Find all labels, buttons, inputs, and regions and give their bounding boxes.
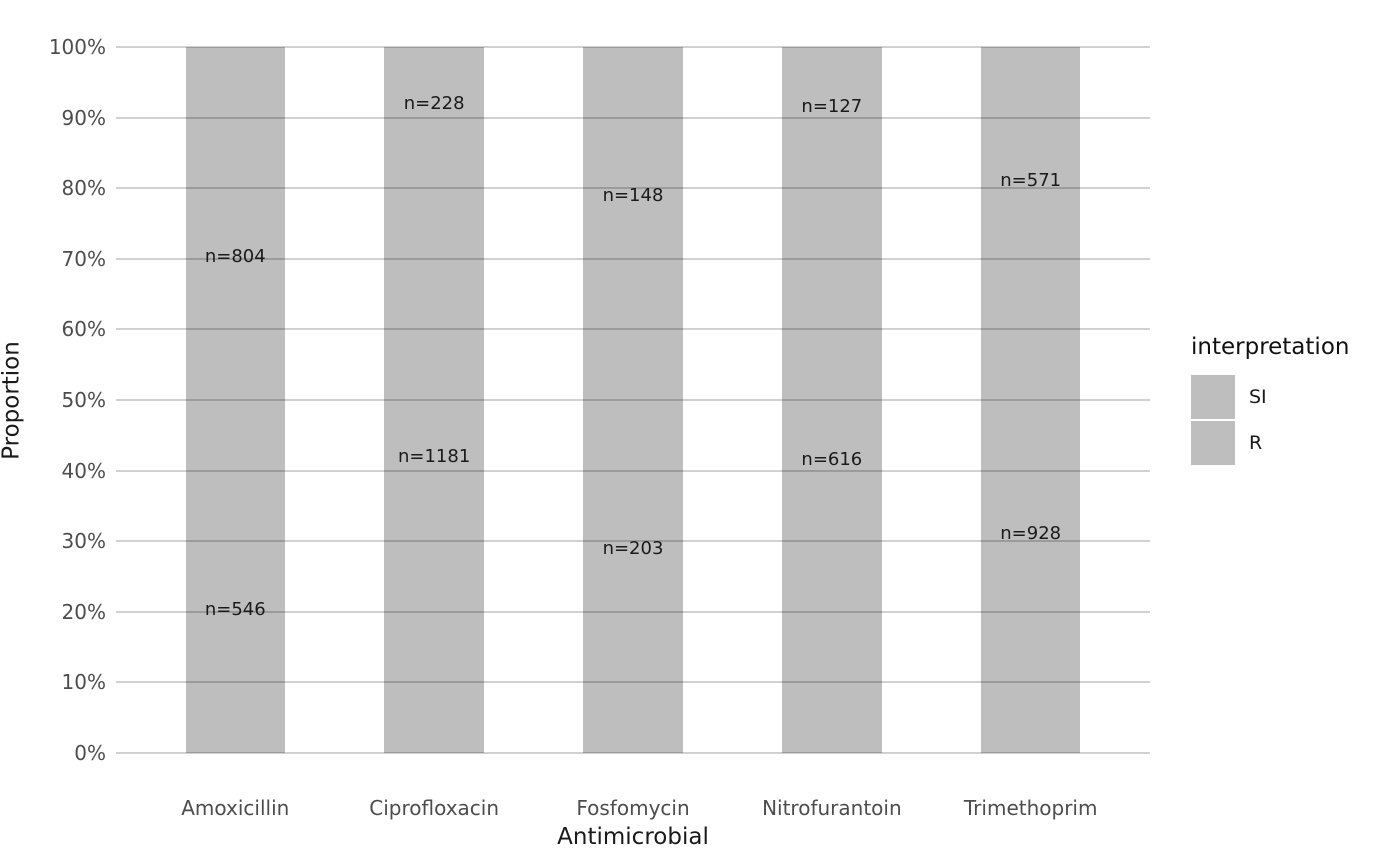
bar-count-label: n=804: [204, 246, 266, 268]
bar-segment-trimethoprim-r: [980, 315, 1081, 753]
gridline-20%: [116, 610, 1150, 613]
legend-key-si-swatch: [1191, 375, 1235, 419]
y-tick-label: 30%: [61, 529, 106, 554]
gridline-70%: [116, 257, 1150, 260]
gridline-80%: [116, 187, 1150, 190]
gridline-100%: [116, 46, 1150, 48]
y-tick-label: 20%: [61, 599, 106, 624]
gridline-30%: [116, 540, 1150, 543]
gridline-60%: [116, 328, 1150, 331]
bar-count-label: n=616: [801, 449, 863, 471]
bar-count-label: n=571: [1000, 170, 1062, 192]
bar-segment-fosfomycin-si: [583, 47, 683, 345]
bar-segment-amoxicillin-r: [185, 467, 286, 753]
gridline-50%: [116, 399, 1150, 401]
legend-label-si: SI: [1249, 386, 1267, 408]
legend-key-r-swatch: [1191, 421, 1235, 465]
legend-entry-si: SI: [1191, 374, 1391, 420]
x-axis-title: Antimicrobial: [557, 824, 709, 850]
gridline-10%: [116, 681, 1150, 684]
legend-title: interpretation: [1191, 334, 1350, 360]
y-tick-label: 100%: [48, 35, 106, 59]
legend-label-r: R: [1249, 432, 1263, 454]
bar-segment-ciprofloxacin-si: [384, 47, 484, 162]
legend-entry-r: R: [1191, 420, 1391, 466]
bar-count-label: n=127: [801, 96, 863, 118]
bar-count-label: n=928: [1000, 523, 1062, 545]
bar-count-label: n=203: [602, 537, 664, 559]
y-tick-label: 40%: [61, 458, 106, 483]
y-tick-label: 60%: [61, 317, 106, 342]
bar-count-label: n=228: [403, 93, 465, 115]
bar-segment-fosfomycin-r: [583, 344, 683, 753]
x-tick-label-trimethoprim: Trimethoprim: [963, 796, 1098, 820]
bar-count-label: n=546: [204, 599, 266, 621]
y-tick-label: 80%: [61, 176, 106, 201]
gridline-40%: [116, 469, 1150, 472]
legend: interpretation SI R: [1191, 334, 1391, 466]
y-tick-label: 70%: [61, 246, 106, 271]
x-tick-label-nitrofurantoin: Nitrofurantoin: [762, 796, 902, 820]
bar-segment-nitrofurantoin-r: [782, 167, 882, 753]
bar-count-label: n=148: [602, 184, 664, 206]
bar-segment-trimethoprim-si: [980, 47, 1081, 316]
x-tick-label-ciprofloxacin: Ciprofloxacin: [369, 796, 500, 820]
x-tick-label-fosfomycin: Fosfomycin: [576, 796, 690, 820]
bar-count-label: n=1181: [397, 446, 471, 468]
bar-segment-nitrofurantoin-si: [782, 47, 882, 168]
bar-segment-ciprofloxacin-r: [384, 161, 484, 753]
gridline-0%: [116, 752, 1150, 754]
y-tick-label: 50%: [61, 388, 106, 412]
gridline-90%: [116, 116, 1150, 119]
y-tick-label: 10%: [61, 670, 106, 695]
bar-segment-amoxicillin-si: [185, 47, 286, 468]
y-tick-label: 0%: [74, 741, 106, 765]
plot-panel: [116, 47, 1150, 753]
y-tick-label: 90%: [61, 105, 106, 130]
x-tick-label-amoxicillin: Amoxicillin: [181, 796, 290, 820]
